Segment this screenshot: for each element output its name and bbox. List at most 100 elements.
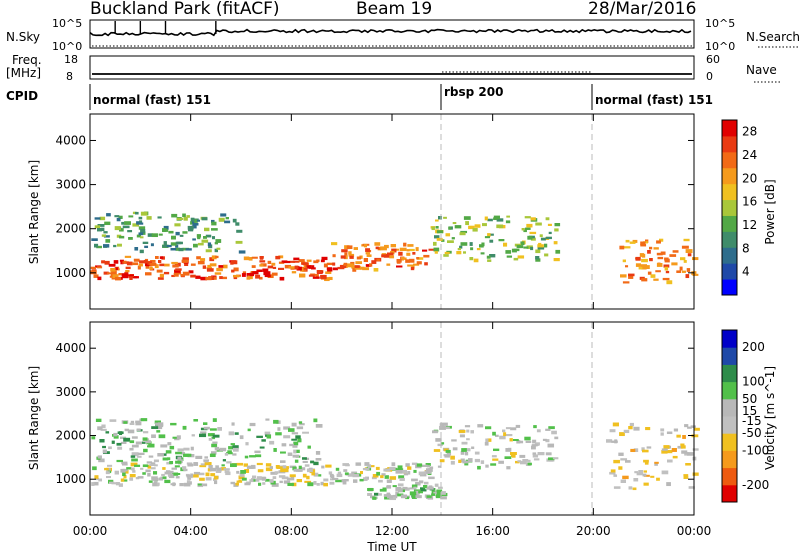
colorbar-tick-label: 15 xyxy=(742,404,757,418)
heatmap-cell xyxy=(156,430,161,433)
heatmap-cell xyxy=(97,426,103,431)
heatmap-cell xyxy=(428,485,433,490)
heatmap-cell xyxy=(239,435,244,440)
heatmap-cell xyxy=(496,218,504,222)
heatmap-cell xyxy=(373,268,379,272)
heatmap-cell xyxy=(647,250,651,254)
heatmap-cell xyxy=(213,478,217,482)
heatmap-cell xyxy=(175,247,180,251)
heatmap-cell xyxy=(299,423,305,426)
heatmap-cell xyxy=(502,429,506,433)
velocity-colorbar-swatches xyxy=(722,330,737,503)
heatmap-cell xyxy=(656,477,660,481)
heatmap-cell xyxy=(390,244,397,248)
heatmap-cell xyxy=(351,471,358,476)
heatmap-cell xyxy=(142,437,148,441)
heatmap-cell xyxy=(685,463,691,466)
heatmap-cell xyxy=(276,466,284,469)
heatmap-cell xyxy=(172,436,180,439)
heatmap-cell xyxy=(641,447,645,451)
heatmap-cell xyxy=(265,478,270,482)
heatmap-cell xyxy=(458,430,466,433)
heatmap-cell xyxy=(411,484,418,488)
heatmap-cell xyxy=(218,217,225,222)
heatmap-cell xyxy=(552,457,559,460)
heatmap-cell xyxy=(139,220,143,225)
heatmap-cell xyxy=(347,473,353,477)
heatmap-cell xyxy=(436,230,444,234)
heatmap-cell xyxy=(406,249,410,252)
heatmap-cell xyxy=(375,466,380,470)
heatmap-cell xyxy=(118,273,122,276)
heatmap-cell xyxy=(547,443,555,448)
heatmap-cell xyxy=(344,255,348,260)
heatmap-cell xyxy=(171,472,179,476)
heatmap-cell xyxy=(117,446,123,450)
heatmap-cell xyxy=(190,217,195,222)
heatmap-cell xyxy=(179,234,184,237)
heatmap-cell xyxy=(121,461,128,465)
heatmap-cell xyxy=(279,480,283,484)
heatmap-cell xyxy=(362,468,370,471)
heatmap-cell xyxy=(235,222,240,226)
noise-search-label: N.Search xyxy=(746,30,800,44)
heatmap-cell xyxy=(151,233,158,238)
heatmap-cell xyxy=(219,447,227,452)
heatmap-cell xyxy=(445,233,451,237)
heatmap-cell xyxy=(470,247,474,251)
heatmap-cell xyxy=(228,431,235,436)
heatmap-cell xyxy=(327,267,333,272)
heatmap-cell xyxy=(213,276,217,280)
heatmap-cell xyxy=(505,434,513,437)
heatmap-cell xyxy=(395,487,402,491)
heatmap-cell xyxy=(389,476,397,480)
heatmap-cell xyxy=(545,428,551,431)
heatmap-cell xyxy=(632,487,637,491)
heatmap-cell xyxy=(400,494,408,499)
heatmap-cell xyxy=(492,431,496,436)
heatmap-cell xyxy=(104,260,110,265)
heatmap-cell xyxy=(340,255,346,259)
heatmap-cell xyxy=(152,482,159,487)
heatmap-cell xyxy=(485,464,489,468)
heatmap-cell xyxy=(542,438,547,441)
heatmap-cell xyxy=(247,275,253,280)
heatmap-cell xyxy=(535,258,541,262)
heatmap-cell xyxy=(413,489,421,492)
nave-label: Nave xyxy=(746,63,777,77)
heatmap-cell xyxy=(691,434,699,438)
velocity-y-label: Slant Range [km] xyxy=(27,366,41,470)
heatmap-cell xyxy=(131,444,139,448)
heatmap-cell xyxy=(416,261,422,265)
heatmap-cell xyxy=(415,495,422,499)
heatmap-cell xyxy=(503,242,508,247)
heatmap-cell xyxy=(666,482,671,487)
heatmap-cell xyxy=(642,449,649,453)
heatmap-cell xyxy=(170,248,177,251)
heatmap-cell xyxy=(130,462,138,467)
heatmap-cell xyxy=(640,241,646,246)
heatmap-cell xyxy=(535,256,540,260)
heatmap-cell xyxy=(133,258,140,262)
heatmap-cell xyxy=(260,263,267,267)
heatmap-cell xyxy=(171,235,176,240)
heatmap-cell xyxy=(688,486,695,489)
heatmap-cell xyxy=(352,268,357,272)
heatmap-cell xyxy=(398,251,403,256)
heatmap-cell xyxy=(510,453,515,457)
heatmap-cell xyxy=(233,274,240,278)
heatmap-cell xyxy=(336,473,343,478)
noise-right-tick-bottom: 10^0 xyxy=(705,40,735,53)
heatmap-cell xyxy=(214,242,218,245)
heatmap-cell xyxy=(663,264,670,268)
heatmap-cell xyxy=(458,459,462,463)
heatmap-cell xyxy=(628,486,633,490)
heatmap-cell xyxy=(622,259,627,263)
heatmap-cell xyxy=(423,485,428,489)
heatmap-cell xyxy=(315,458,322,461)
heatmap-cell xyxy=(149,262,157,266)
colorbar-tick-label: -15 xyxy=(742,414,762,428)
heatmap-cell xyxy=(151,426,159,429)
heatmap-cell xyxy=(389,466,396,471)
heatmap-cell xyxy=(344,245,350,250)
